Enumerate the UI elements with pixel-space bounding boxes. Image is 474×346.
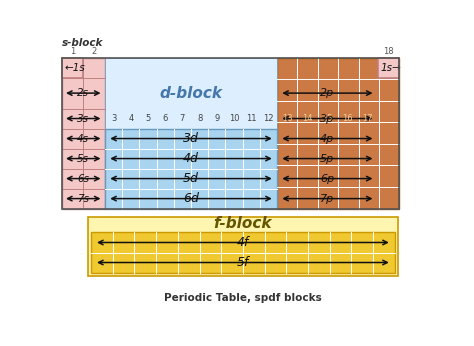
Text: 2: 2 (91, 47, 97, 56)
Text: 4f: 4f (237, 236, 249, 249)
Text: 3: 3 (111, 114, 116, 123)
Text: 5s: 5s (77, 154, 89, 164)
Text: 4: 4 (128, 114, 133, 123)
Text: 2p: 2p (320, 88, 335, 98)
Bar (62, 58, 400, 209)
Bar (88, 217, 398, 276)
Text: 4p: 4p (320, 134, 335, 144)
Text: 5f: 5f (237, 256, 249, 269)
Text: 3p: 3p (320, 113, 335, 124)
Text: 6p: 6p (320, 174, 335, 184)
Text: 4s: 4s (77, 134, 89, 144)
Text: 16: 16 (342, 114, 353, 123)
Text: 7: 7 (180, 114, 185, 123)
Text: 5d: 5d (183, 172, 199, 185)
Text: 18: 18 (383, 47, 394, 56)
Text: 2s: 2s (77, 88, 89, 98)
Text: 5p: 5p (320, 154, 335, 164)
Text: d-block: d-block (159, 85, 222, 101)
Text: 6: 6 (163, 114, 168, 123)
Text: 4d: 4d (183, 152, 199, 165)
Bar (378, 58, 400, 78)
Text: 10: 10 (229, 114, 239, 123)
Text: Periodic Table, spdf blocks: Periodic Table, spdf blocks (164, 293, 322, 303)
Bar (91, 233, 395, 273)
Text: 6d: 6d (183, 192, 199, 205)
Bar (62, 58, 105, 209)
Text: 6s: 6s (77, 174, 89, 184)
Text: f-block: f-block (214, 216, 272, 231)
Text: s-block: s-block (63, 38, 104, 48)
Text: ←1s: ←1s (64, 63, 85, 73)
Text: 1: 1 (70, 47, 75, 56)
Text: 13: 13 (282, 114, 292, 123)
Text: 7s: 7s (77, 194, 89, 203)
Text: 3d: 3d (183, 132, 199, 145)
Text: 3s: 3s (77, 113, 89, 124)
Bar (105, 128, 277, 209)
Bar (277, 58, 400, 209)
Text: 9: 9 (214, 114, 219, 123)
Text: 15: 15 (322, 114, 333, 123)
Text: 17: 17 (363, 114, 373, 123)
Text: p-block: p-block (296, 35, 348, 48)
Bar (62, 58, 83, 78)
Text: 12: 12 (263, 114, 273, 123)
Text: 14: 14 (302, 114, 312, 123)
Text: 5: 5 (146, 114, 151, 123)
Bar (105, 58, 277, 128)
Text: 7p: 7p (320, 194, 335, 203)
Text: 11: 11 (246, 114, 256, 123)
Text: 1s→: 1s→ (380, 63, 401, 73)
Text: 8: 8 (197, 114, 202, 123)
